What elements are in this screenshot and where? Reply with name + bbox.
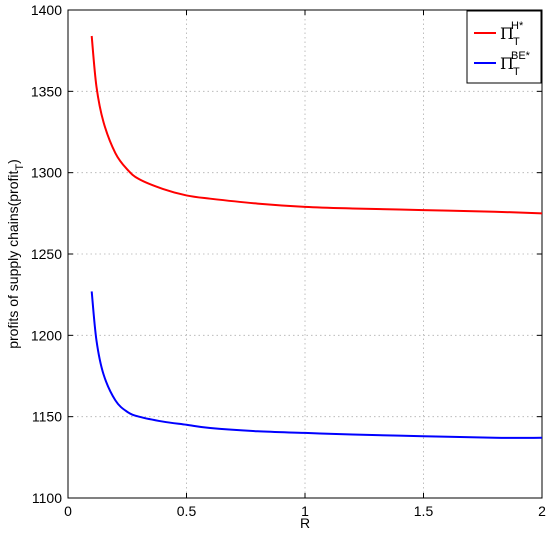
legend-entry-2-sup: BE* — [511, 50, 531, 62]
y-tick-label: 1400 — [31, 2, 62, 18]
x-tick-label: 1.5 — [414, 503, 434, 519]
series — [90, 35, 543, 439]
ticks: 0 0.5 1 1.5 2 1100 1150 1200 1250 1300 1350 1400 — [31, 2, 546, 519]
series-line-2 — [90, 291, 543, 439]
x-tick-label: 0 — [64, 503, 72, 519]
y-tick-label: 1250 — [31, 246, 62, 262]
y-tick-label: 1150 — [32, 409, 62, 425]
grid — [68, 10, 542, 498]
legend-entry-1-sup: H* — [511, 20, 524, 32]
y-tick-label: 1100 — [32, 490, 62, 506]
legend: ΠH* T ΠBE* T — [466, 10, 542, 84]
legend-entry-2-symbol: Π — [500, 54, 514, 73]
legend-entry-1-symbol: Π — [500, 24, 514, 43]
x-tick-label: 0.5 — [177, 503, 197, 519]
x-tick-label: 2 — [538, 503, 546, 519]
legend-box — [466, 10, 542, 84]
y-tick-label: 1300 — [31, 165, 62, 181]
y-axis-label-end: ) — [5, 159, 21, 164]
y-tick-label: 1350 — [31, 83, 62, 99]
y-axis-label: profits of supply chains(profitT) — [5, 159, 26, 349]
series-line-1 — [90, 35, 543, 215]
x-tick-label: 1 — [301, 503, 309, 519]
x-axis-label: R — [300, 515, 310, 531]
y-tick-label: 1200 — [31, 327, 62, 343]
y-axis-label-sub: T — [14, 164, 26, 171]
y-axis-label-main: profits of supply chains(profit — [5, 171, 21, 349]
legend-entry-2: ΠBE* T — [500, 50, 531, 78]
legend-entry-1: ΠH* T — [500, 20, 524, 48]
legend-entry-2-sub: T — [513, 66, 520, 78]
legend-entry-1-sub: T — [513, 36, 520, 48]
